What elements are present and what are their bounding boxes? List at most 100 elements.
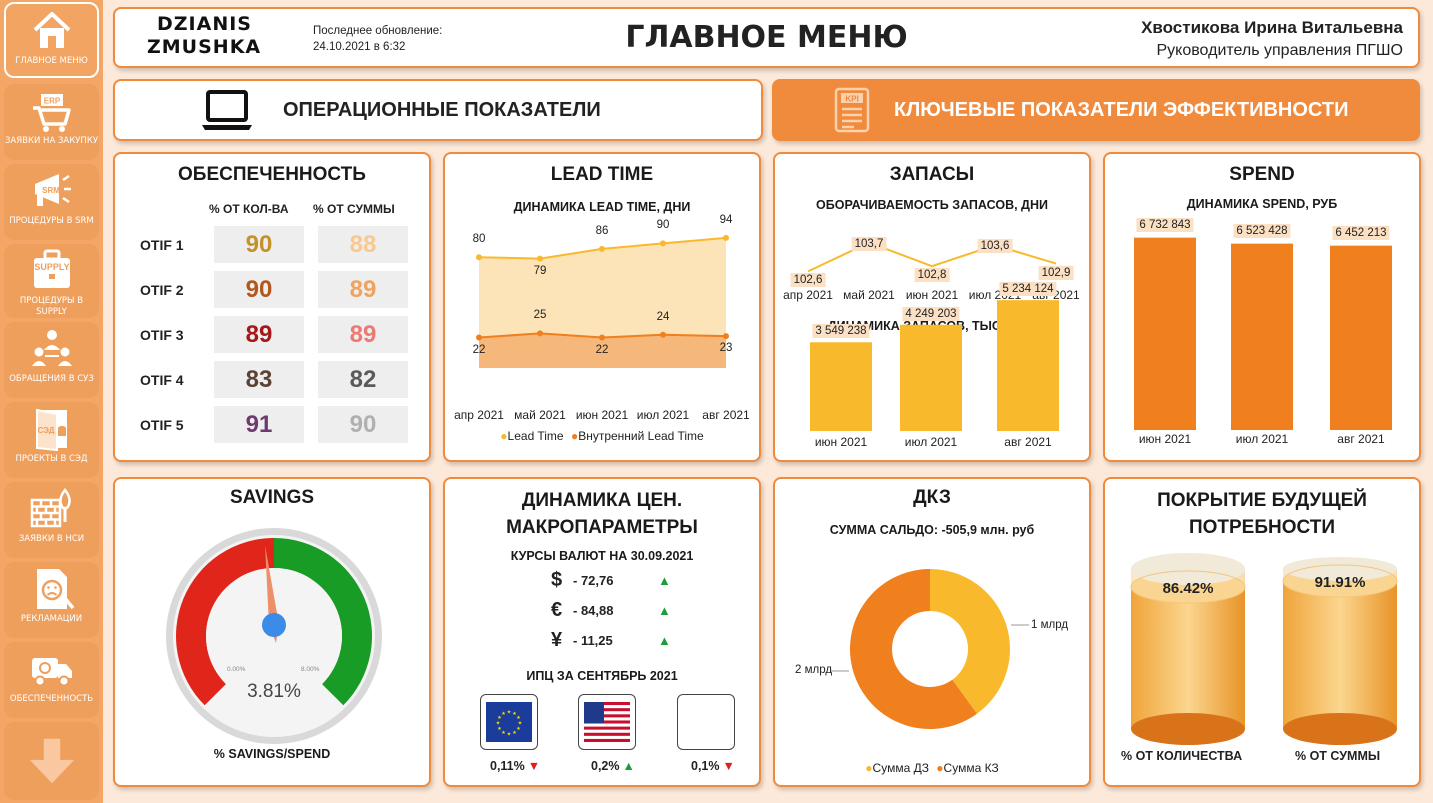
lead-time-x-label: авг 2021 [702, 408, 750, 422]
sad-document-icon [36, 569, 74, 610]
lead-time-point [599, 334, 605, 341]
lead-time-point [660, 240, 666, 247]
otif-label: OTIF 5 [140, 417, 184, 433]
kpi-button[interactable]: KPI КЛЮЧЕВЫЕ ПОКАЗАТЕЛИ ЭФФЕКТИВНОСТИ [772, 79, 1420, 141]
savings-card[interactable]: SAVINGS 0.00% 8.00% 3.81% % SAVINGS/SPEN… [113, 477, 431, 787]
lead-time-data-label: 23 [719, 342, 733, 355]
gauge-max-label: 8.00% [301, 666, 320, 673]
lead-time-data-label: 94 [719, 213, 733, 226]
us-stripe [584, 711, 630, 715]
coverage-sum-cylinder: 91.91% [1282, 557, 1398, 745]
trend-up-icon: ▲ [658, 633, 671, 648]
sidebar-item-label: ОБРАЩЕНИЯ В СУЗ [9, 374, 94, 384]
lead-time-chart [476, 234, 729, 368]
sidebar-item-label: ЗАЯВКИ НА ЗАКУПКУ [4, 136, 99, 146]
eu-star: ★ [507, 710, 512, 716]
srm-megaphone-icon: SRM [34, 174, 71, 206]
prices-title-line-1: ДИНАМИКА ЦЕН. [521, 490, 683, 511]
lead-time-data-label: 80 [472, 233, 486, 246]
legend-dot-lead-time: ● [500, 429, 508, 443]
spend-x-label: июн 2021 [1138, 432, 1192, 446]
us-stripe [584, 723, 630, 727]
sidebar-item-label: РЕКЛАМАЦИИ [20, 614, 83, 624]
us-stripe [584, 732, 630, 737]
sed-door-icon: СЭД [35, 408, 67, 452]
spend-card[interactable]: SPEND ДИНАМИКА SPEND, РУБ 6 732 843 июн 2… [1103, 152, 1421, 462]
spend-chart [1134, 237, 1392, 430]
lead-time-data-label: 86 [595, 224, 609, 237]
sidebar-item-provision[interactable]: ОБЕСПЕЧЕННОСТЬ [4, 642, 99, 718]
stocks-card[interactable]: ЗАПАСЫ ОБОРАЧИВАЕМОСТЬ ЗАПАСОВ, ДНИ ДИНА… [773, 152, 1091, 462]
sidebar-item-supply[interactable]: SUPPLY ПРОЦЕДУРЫ В SUPPLY [4, 244, 99, 318]
otif-qty-value: 90 [214, 226, 304, 263]
cpi-value-row: 0,11% ▼ [490, 759, 540, 773]
eu-star: ★ [501, 711, 506, 717]
us-stripe [584, 726, 630, 730]
stocks-x-label: авг 2021 [1004, 435, 1052, 449]
spend-data-label: 6 523 428 [1233, 223, 1291, 238]
truck-icon [31, 658, 72, 687]
sidebar-item-sed[interactable]: СЭД ПРОЕКТЫ В СЭД [4, 402, 99, 478]
lead-time-point [660, 331, 666, 338]
currency-symbol: ¥ [551, 629, 563, 651]
dkz-slice-kz [850, 569, 978, 729]
stocks-turnover-subtitle: ОБОРАЧИВАЕМОСТЬ ЗАПАСОВ, ДНИ [816, 198, 1048, 212]
turnover-data-label: 103,7 [851, 236, 887, 251]
spend-bar [1330, 245, 1392, 430]
eu-star: ★ [497, 715, 502, 721]
coverage-cylinders: 86.42% 91.91% [1130, 553, 1398, 745]
lead-time-point [476, 254, 482, 261]
currency-rate-value: - 72,76 [573, 573, 614, 588]
kpi-document-icon: KPI [834, 87, 870, 133]
eu-star: ★ [516, 726, 521, 732]
lead-time-area-1 [479, 333, 726, 368]
us-stripe [584, 720, 630, 724]
sidebar-item-label: ГЛАВНОЕ МЕНЮ [15, 56, 88, 66]
sidebar-item-nsi[interactable]: ЗАЯВКИ В НСИ [4, 482, 99, 558]
savings-title: SAVINGS [229, 487, 315, 508]
operational-indicators-button[interactable]: ОПЕРАЦИОННЫЕ ПОКАЗАТЕЛИ [113, 79, 763, 141]
sidebar-item-purchase-requests[interactable]: ERP ЗАЯВКИ НА ЗАКУПКУ [4, 84, 99, 160]
svg-text:СЭД: СЭД [37, 426, 54, 435]
prices-card[interactable]: ДИНАМИКА ЦЕН. МАКРОПАРАМЕТРЫ КУРСЫ ВАЛЮТ… [443, 477, 761, 787]
turnover-x-label: май 2021 [843, 288, 895, 302]
lead-time-x-label: июл 2021 [636, 408, 690, 422]
eu-star: ★ [501, 730, 506, 736]
eu-star: ★ [518, 721, 523, 727]
dkz-slice-dz [930, 569, 1010, 714]
turnover-data-label: 103,6 [977, 239, 1013, 254]
us-stripe [584, 708, 630, 712]
spend-data-label: 6 452 213 [1332, 225, 1390, 240]
prices-title-line-2: МАКРОПАРАМЕТРЫ [506, 517, 698, 538]
laptop-icon [202, 90, 252, 130]
sidebar-item-label: ПРОЦЕДУРЫ В SUPPLY [19, 296, 84, 317]
sidebar-item-suz[interactable]: ОБРАЩЕНИЯ В СУЗ [4, 322, 99, 398]
coverage-title-line-1: ПОКРЫТИЕ БУДУЩЕЙ [1157, 490, 1367, 511]
sidebar-scroll-down-button[interactable] [4, 722, 99, 800]
stocks-bar [810, 342, 872, 431]
eu-star: ★ [497, 726, 502, 732]
lead-time-card[interactable]: LEAD TIME ДИНАМИКА LEAD TIME, ДНИ 80 79 86… [443, 152, 761, 462]
dkz-card[interactable]: ДКЗ СУММА САЛЬДО: -505,9 млн. руб 1 млрд… [773, 477, 1091, 787]
svg-text:SUPPLY: SUPPLY [34, 262, 69, 272]
cpi-title: ИПЦ ЗА СЕНТЯБРЬ 2021 [526, 669, 678, 683]
sidebar-item-label: ПРОЦЕДУРЫ В SRM [9, 216, 94, 226]
stocks-chart [807, 241, 1059, 431]
coverage-card[interactable]: ПОКРЫТИЕ БУДУЩЕЙ ПОТРЕБНОСТИ 86.42% 91.9… [1103, 477, 1421, 787]
eu-star: ★ [507, 732, 512, 738]
provision-card[interactable]: ОБЕСПЕЧЕННОСТЬ % ОТ КОЛ-ВА % ОТ СУММЫ OT… [113, 152, 431, 462]
dkz-subtitle: СУММА САЛЬДО: -505,9 млн. руб [829, 523, 1035, 537]
eu-star: ★ [512, 711, 517, 717]
spend-title: SPEND [1229, 164, 1295, 185]
lead-time-subtitle: ДИНАМИКА LEAD TIME, ДНИ [513, 200, 691, 214]
lead-time-point [537, 330, 543, 337]
sidebar-item-claims[interactable]: РЕКЛАМАЦИИ [4, 562, 99, 638]
coverage-qty-caption: % ОТ КОЛИЧЕСТВА [1121, 749, 1243, 763]
sidebar-item-srm[interactable]: SRM ПРОЦЕДУРЫ В SRM [4, 164, 99, 240]
user-name: Хвостикова Ирина Витальевна [1141, 18, 1403, 37]
stocks-title: ЗАПАСЫ [889, 164, 975, 185]
gauge-red-band [176, 538, 274, 706]
us-flag-icon [584, 702, 630, 742]
sidebar-item-main-menu[interactable]: ГЛАВНОЕ МЕНЮ [4, 2, 99, 78]
gauge-min-label: 0.00% [227, 666, 246, 673]
